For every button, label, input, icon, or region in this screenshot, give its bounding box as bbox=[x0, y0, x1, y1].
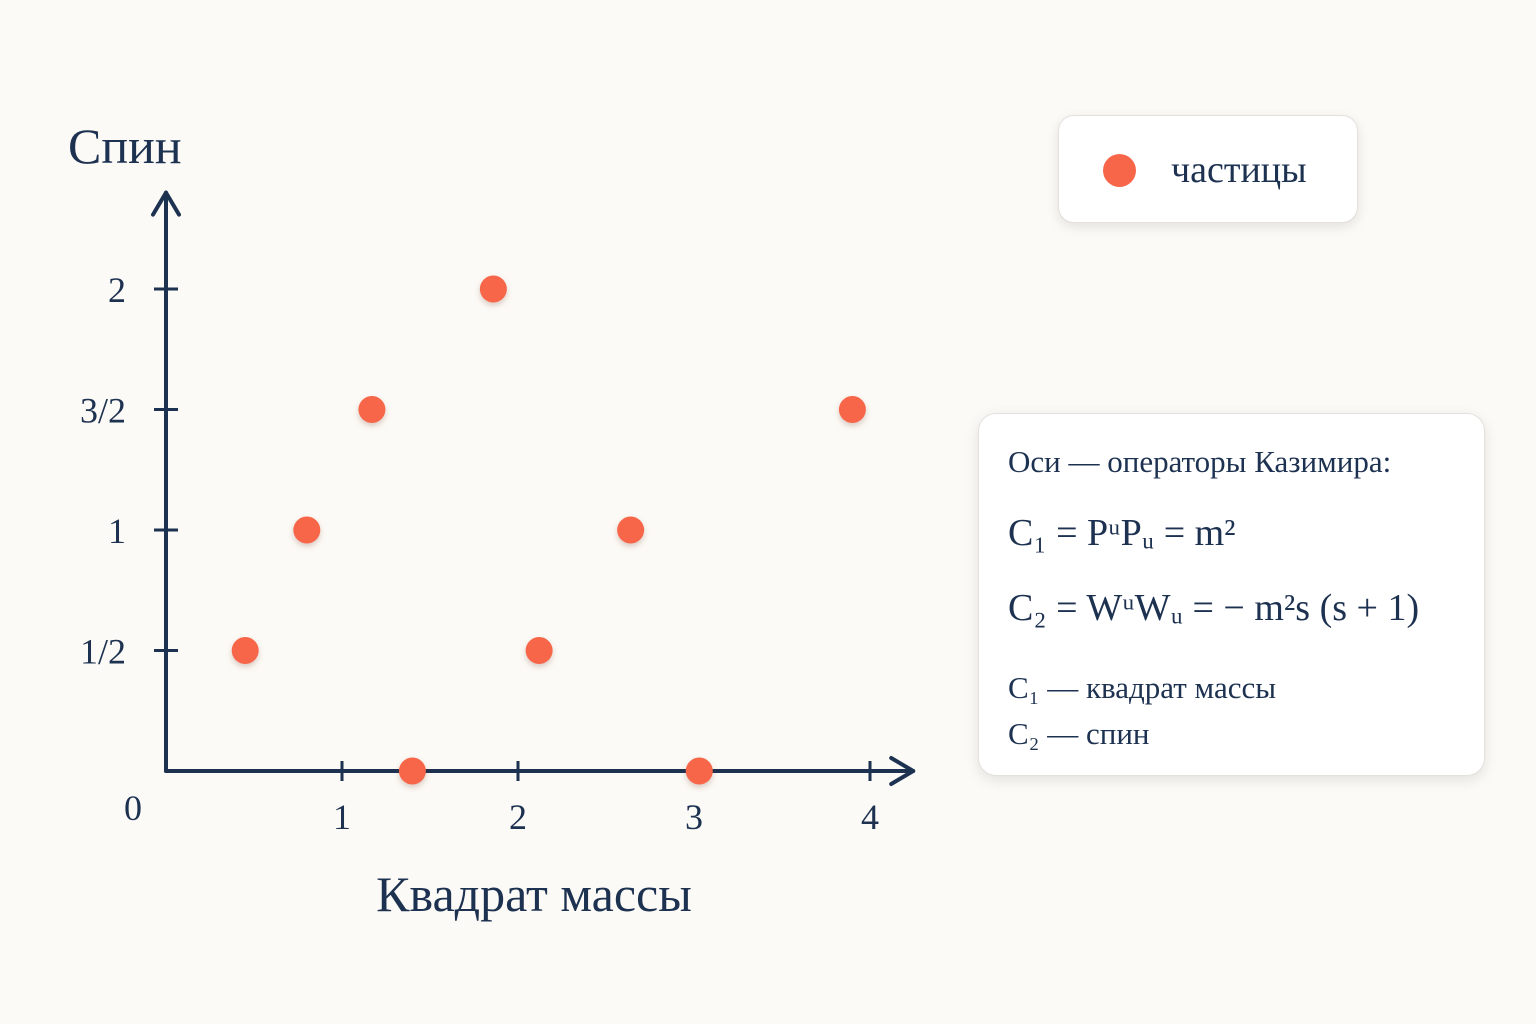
x-tick-label-4: 4 bbox=[861, 797, 879, 837]
data-point-7 bbox=[617, 516, 645, 544]
legend-marker bbox=[1103, 154, 1136, 187]
formula-box-heading: Оси — операторы Казимира: bbox=[1008, 444, 1392, 479]
data-point-2 bbox=[293, 516, 321, 544]
y-tick-label-1: 1 bbox=[108, 511, 126, 551]
y-tick-label-2: 3/2 bbox=[80, 391, 126, 431]
data-point-5 bbox=[479, 275, 507, 303]
note-c1: C₁ — квадрат массы bbox=[1008, 670, 1277, 705]
ticks: 1 2 3 4 1/2 1 3/2 2 bbox=[80, 270, 879, 837]
x-tick-label-3: 3 bbox=[685, 797, 703, 837]
data-points bbox=[231, 275, 866, 785]
x-axis-title: Квадрат массы bbox=[376, 866, 692, 922]
y-axis-title: Спин bbox=[68, 118, 182, 174]
legend-label: частицы bbox=[1171, 149, 1307, 191]
data-point-3 bbox=[358, 396, 386, 423]
data-point-8 bbox=[685, 757, 713, 785]
legend: частицы bbox=[1058, 115, 1358, 223]
data-point-9 bbox=[838, 396, 866, 423]
casimir-formula-box: Оси — операторы Казимира: C₁ = PᵘPᵤ = m²… bbox=[978, 413, 1485, 776]
formula-c2: C₂ = WᵘWᵤ = − m²s (s + 1) bbox=[1008, 587, 1420, 629]
y-tick-label-0: 1/2 bbox=[80, 632, 126, 672]
x-tick-label-2: 2 bbox=[509, 797, 527, 837]
origin-label: 0 bbox=[124, 788, 142, 828]
note-c2: C₂ — спин bbox=[1008, 716, 1150, 751]
data-point-1 bbox=[231, 637, 259, 664]
y-tick-label-3: 2 bbox=[108, 270, 126, 310]
y-axis-arrow bbox=[151, 190, 181, 217]
x-tick-label-1: 1 bbox=[333, 797, 351, 837]
data-point-6 bbox=[525, 637, 553, 664]
formula-c1: C₁ = PᵘPᵤ = m² bbox=[1008, 512, 1236, 554]
x-axis-arrow bbox=[889, 756, 916, 786]
data-point-4 bbox=[398, 757, 426, 785]
axes bbox=[151, 190, 916, 786]
